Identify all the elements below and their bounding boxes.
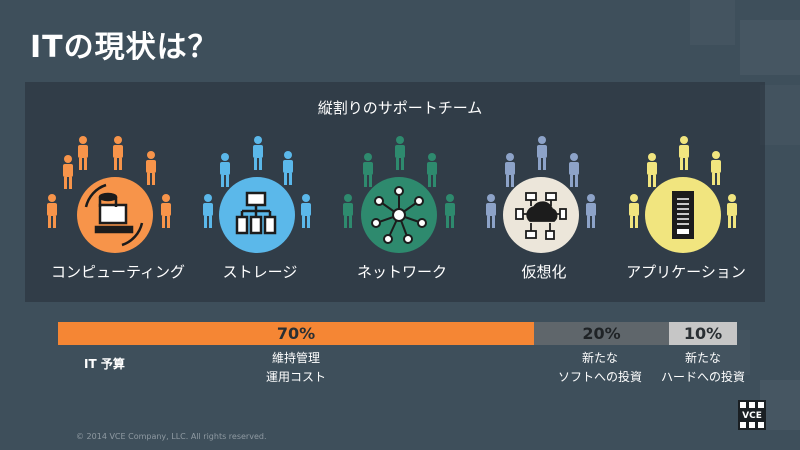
team-group-computing: コンピューティング (38, 135, 198, 285)
caption-line: 新たな (684, 351, 721, 365)
budget-caption-new-software: 新たな ソフトへの投資 (540, 349, 660, 387)
team-label-network: ネットワーク (356, 263, 447, 281)
storage-icon (235, 191, 277, 235)
people-icon (486, 136, 596, 253)
team-group-application: アプリケーション (606, 135, 766, 285)
team-label-application: アプリケーション (626, 263, 746, 281)
cloud-devices-icon (515, 192, 567, 240)
team-label-storage: ストレージ (222, 263, 298, 281)
slide-title: ITの現状は？ (30, 30, 219, 65)
it-budget-label: IT 予算 (84, 357, 125, 371)
copyright-notice: © 2014 VCE Company, LLC. All rights rese… (76, 432, 267, 441)
people-icon (629, 136, 737, 253)
budget-segment-new-hardware: 10% (669, 322, 737, 345)
panel-title: 縦割りのサポートチーム (317, 99, 483, 117)
budget-caption-operations: 維持管理 運用コスト (236, 349, 356, 387)
team-group-virtualization: 仮想化 (464, 135, 624, 285)
caption-line: 運用コスト (265, 370, 326, 384)
caption-line: ソフトへの投資 (557, 370, 642, 384)
team-label-computing: コンピューティング (50, 263, 186, 281)
caption-line: 新たな (581, 351, 618, 365)
caption-line: ハードへの投資 (660, 370, 745, 384)
budget-segment-new-software: 20% (534, 322, 669, 345)
team-group-network: ネットワーク (322, 135, 482, 285)
network-icon (371, 186, 427, 244)
people-icon (203, 136, 311, 253)
computer-icon (84, 183, 144, 247)
team-label-virtualization: 仮想化 (521, 263, 567, 281)
team-group-storage: ストレージ (180, 135, 340, 285)
caption-line: 維持管理 (271, 351, 320, 365)
vce-logo-text: VCE (738, 411, 766, 422)
people-icon (343, 136, 455, 253)
server-rack-icon (672, 191, 694, 239)
people-icon (47, 136, 171, 253)
budget-segment-operations: 70% (58, 322, 534, 345)
it-budget-bar: 70% 20% 10% (58, 322, 737, 345)
budget-caption-new-hardware: 新たな ハードへの投資 (648, 349, 758, 387)
